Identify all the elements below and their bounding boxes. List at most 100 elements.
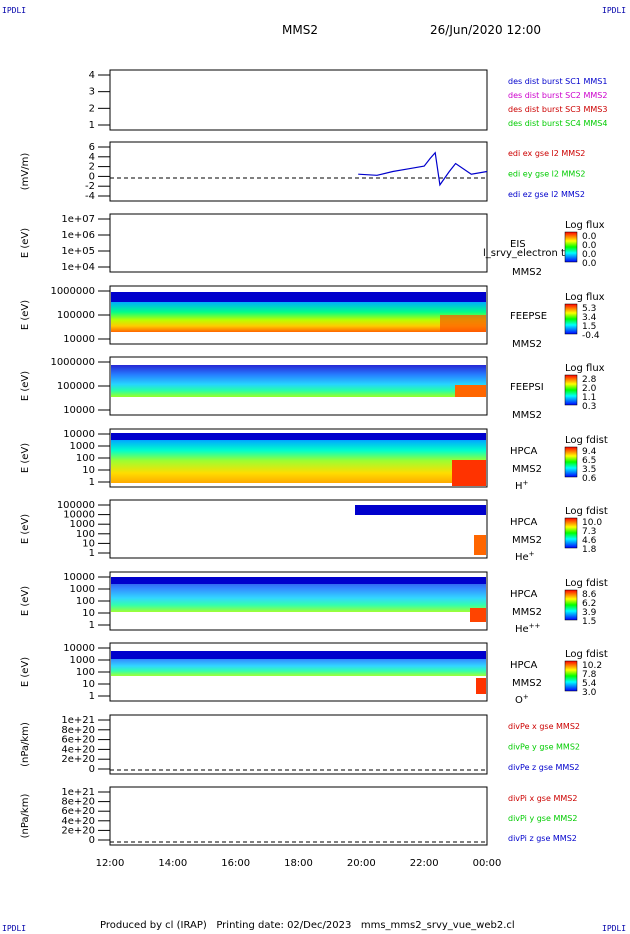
ylabel-feeps-electron: E (eV): [20, 300, 31, 330]
y-tick-labels: 43216420-2-4(mV/m)1e+071e+061e+051e+04E …: [20, 70, 110, 846]
hpca-he-plus-band: [355, 505, 486, 515]
instrument-label-eis: EIS: [510, 239, 526, 250]
spacecraft-title: MMS2: [282, 23, 318, 37]
colorbar-tick-feeps-electron-1: 3.4: [582, 313, 597, 323]
ytick-label-div-pe-1: 8e+20: [61, 725, 95, 736]
colorbar-hpca-h: [564, 446, 578, 478]
ytick-label-div-pe-3: 4e+20: [61, 744, 95, 755]
ytick-label-hpca-o-3: 10: [82, 679, 95, 690]
ytick-label-hpca-he-plus-plus-2: 100: [76, 596, 95, 607]
ytick-label-div-pi-4: 2e+20: [61, 825, 95, 836]
legend-div-pi-0: divPi x gse MMS2: [508, 794, 577, 803]
ytick-label-hpca-h-1: 1000: [70, 441, 95, 452]
ytick-label-hpca-h-2: 100: [76, 453, 95, 464]
colorbar-tick-feeps-ion-1: 2.0: [582, 384, 597, 394]
corner-label-top-right: IPDLI: [602, 6, 627, 15]
xtick-label-2: 16:00: [221, 858, 250, 869]
legend-dist-burst-availability-0: des dist burst SC1 MMS1: [508, 77, 607, 86]
instrument-label-hpca-he-plus: HPCA: [510, 517, 538, 528]
colorbar-tick-eis-1: 0.0: [582, 241, 597, 251]
panel-frame-3: [109, 213, 488, 273]
colorbar-tick-feeps-electron-3: -0.4: [582, 331, 600, 341]
spacecraft-label-hpca-he-plus-plus: MMS2: [512, 607, 542, 618]
corner-label-bottom-right: IPDLI: [602, 924, 627, 933]
colorbar-tick-feeps-electron-0: 5.3: [582, 304, 596, 314]
colorbar-title-eis: Log flux: [565, 220, 605, 231]
ylabel-hpca-h: E (eV): [20, 443, 31, 473]
colorbar-tick-hpca-o-3: 3.0: [582, 688, 597, 698]
colorbar-tick-hpca-o-1: 7.8: [582, 670, 597, 680]
ylabel-hpca-he-plus-plus: E (eV): [20, 586, 31, 616]
colorbar-tick-hpca-he-plus-plus-1: 6.2: [582, 599, 596, 609]
colorbar-tick-feeps-ion-2: 1.1: [582, 393, 596, 403]
instrument-label-hpca-o: HPCA: [510, 660, 538, 671]
instrument-label-hpca-he-plus-plus: HPCA: [510, 589, 538, 600]
ylabel-eis: E (eV): [20, 228, 31, 258]
legend-edi-electric-field-1: edi ey gse l2 MMS2: [508, 170, 586, 179]
ytick-label-div-pi-2: 6e+20: [61, 806, 95, 817]
ytick-label-eis-3: 1e+04: [61, 262, 95, 273]
colorbar-tick-hpca-he-plus-3: 1.8: [582, 545, 597, 555]
colorbar-tick-hpca-h-0: 9.4: [582, 447, 597, 457]
efield-lines: [358, 151, 488, 187]
spacecraft-label-hpca-h: MMS2: [512, 464, 542, 475]
ytick-label-feeps-ion-1: 100000: [57, 381, 95, 392]
xtick-label-0: 12:00: [96, 858, 125, 869]
ytick-label-eis-2: 1e+05: [61, 246, 95, 257]
ytick-label-div-pi-5: 0: [89, 835, 95, 846]
instrument-label-hpca-h: HPCA: [510, 446, 538, 457]
legend-edi-electric-field-0: edi ex gse l2 MMS2: [508, 149, 585, 158]
ytick-label-dist-burst-availability-3: 1: [89, 120, 95, 131]
ytick-label-edi-electric-field-4: -2: [85, 181, 95, 192]
legends: des dist burst SC1 MMS1 des dist burst SC…: [483, 77, 607, 843]
colorbar-tick-feeps-ion-3: 0.3: [582, 402, 596, 412]
ytick-label-hpca-he-plus-plus-3: 10: [82, 608, 95, 619]
colorbar-tick-eis-2: 0.0: [582, 250, 597, 260]
species-label-hpca-h: H+: [515, 479, 529, 492]
ytick-label-edi-electric-field-5: -4: [85, 191, 95, 202]
ytick-label-feeps-electron-1: 100000: [57, 310, 95, 321]
ytick-label-edi-electric-field-1: 4: [89, 152, 95, 163]
legend-div-pi-2: divPi z gse MMS2: [508, 834, 577, 843]
feeps-ion-late-band: [455, 385, 486, 397]
ytick-label-div-pe-2: 6e+20: [61, 735, 95, 746]
ytick-label-feeps-electron-2: 10000: [63, 334, 95, 345]
ytick-label-hpca-he-plus-plus-0: 10000: [63, 572, 95, 583]
colorbar-feeps-electron: [564, 303, 578, 335]
colorbar-title-hpca-h: Log fdist: [565, 435, 608, 446]
colorbar-hpca-he-plus-plus: [564, 589, 578, 621]
instrument-label-feeps-ion: FEEPSI: [510, 382, 544, 393]
legend-div-pe-0: divPe x gse MMS2: [508, 722, 580, 731]
panel-frame-7: [109, 499, 488, 559]
ytick-label-edi-electric-field-3: 0: [89, 171, 95, 182]
species-label-hpca-he-plus-plus: He++: [515, 622, 541, 635]
ytick-label-dist-burst-availability-2: 2: [89, 103, 95, 114]
legend-edi-electric-field-2: edi ez gse l2 MMS2: [508, 190, 585, 199]
colorbar-tick-hpca-he-plus-plus-0: 8.6: [582, 590, 597, 600]
xtick-label-5: 22:00: [410, 858, 439, 869]
feeps-electron-late-band: [440, 315, 486, 332]
hpca-he-plus-plus-top: [111, 577, 486, 584]
hpca-h-top-band: [111, 433, 486, 440]
xtick-label-1: 14:00: [158, 858, 187, 869]
colorbar-tick-hpca-he-plus-2: 4.6: [582, 536, 597, 546]
colorbar-tick-hpca-he-plus-plus-2: 3.9: [582, 608, 597, 618]
colorbar-title-hpca-he-plus: Log fdist: [565, 506, 608, 517]
spacecraft-label-eis: MMS2: [512, 267, 542, 278]
ytick-label-dist-burst-availability-0: 4: [89, 70, 95, 81]
ylabel-div-pe: (nPa/km): [20, 722, 31, 767]
ytick-label-edi-electric-field-2: 2: [89, 162, 95, 173]
colorbar-tick-hpca-h-2: 3.5: [582, 465, 596, 475]
ytick-label-hpca-o-2: 100: [76, 667, 95, 678]
colorbar-tick-hpca-h-1: 6.5: [582, 456, 596, 466]
datetime-title: 26/Jun/2020 12:00: [430, 23, 542, 37]
colorbar-tick-hpca-he-plus-1: 7.3: [582, 527, 596, 537]
xtick-label-3: 18:00: [284, 858, 313, 869]
colorbar-tick-feeps-ion-0: 2.8: [582, 375, 597, 385]
ylabel-hpca-he-plus: E (eV): [20, 514, 31, 544]
ytick-label-div-pi-0: 1e+21: [61, 787, 95, 798]
corner-label-bottom-left: IPDLI: [2, 924, 27, 933]
legend-dist-burst-availability-2: des dist burst SC3 MMS3: [508, 105, 607, 114]
colorbar-tick-feeps-electron-2: 1.5: [582, 322, 596, 332]
ytick-label-hpca-h-3: 10: [82, 465, 95, 476]
